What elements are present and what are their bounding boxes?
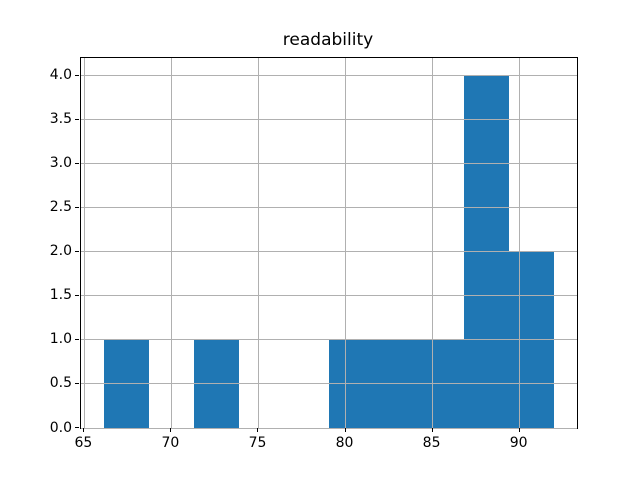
x-tick-label: 85 [422, 435, 441, 451]
gridline-vertical [257, 58, 259, 428]
grid-layer [81, 58, 577, 429]
gridline-vertical [83, 58, 85, 428]
x-tick-label: 70 [161, 435, 180, 451]
y-tick-mark [75, 382, 79, 384]
gridline-horizontal [81, 75, 577, 77]
y-tick-label: 2.0 [49, 243, 72, 260]
y-tick-mark [75, 162, 79, 164]
y-tick-mark [75, 118, 79, 120]
gridline-horizontal [81, 207, 577, 209]
x-tick-mark [518, 428, 520, 432]
y-tick-label: 2.5 [49, 199, 72, 216]
x-tick-label: 90 [509, 435, 528, 451]
gridline-horizontal [81, 295, 577, 297]
plot-area [80, 57, 578, 429]
x-tick-mark [83, 428, 85, 432]
x-tick-mark [170, 428, 172, 432]
y-tick-label: 4.0 [49, 67, 72, 84]
y-tick-label: 3.5 [49, 111, 72, 128]
y-tick-label: 0.5 [49, 375, 72, 392]
x-tick-mark [431, 428, 433, 432]
y-tick-label: 1.5 [49, 287, 72, 304]
gridline-vertical [345, 58, 347, 428]
gridline-horizontal [81, 163, 577, 165]
y-tick-mark [75, 427, 79, 428]
gridline-horizontal [81, 251, 577, 253]
y-tick-label: 0.0 [49, 419, 72, 436]
y-tick-label: 3.0 [49, 155, 72, 172]
y-tick-mark [75, 74, 79, 76]
x-tick-mark [257, 428, 259, 432]
gridline-horizontal [81, 119, 577, 121]
gridline-vertical [519, 58, 521, 428]
x-tick-label: 75 [248, 435, 267, 451]
y-tick-mark [75, 206, 79, 208]
x-tick-mark [344, 428, 346, 432]
gridline-vertical [170, 58, 172, 428]
gridline-vertical [432, 58, 434, 428]
y-tick-mark [75, 338, 79, 340]
y-tick-mark [75, 250, 79, 252]
gridline-horizontal [81, 427, 577, 429]
y-tick-mark [75, 294, 79, 296]
gridline-horizontal [81, 383, 577, 385]
y-tick-label: 1.0 [49, 331, 72, 348]
chart-title: readability [282, 30, 374, 50]
x-tick-label: 65 [74, 435, 93, 451]
gridline-horizontal [81, 339, 577, 341]
x-tick-label: 80 [335, 435, 354, 451]
